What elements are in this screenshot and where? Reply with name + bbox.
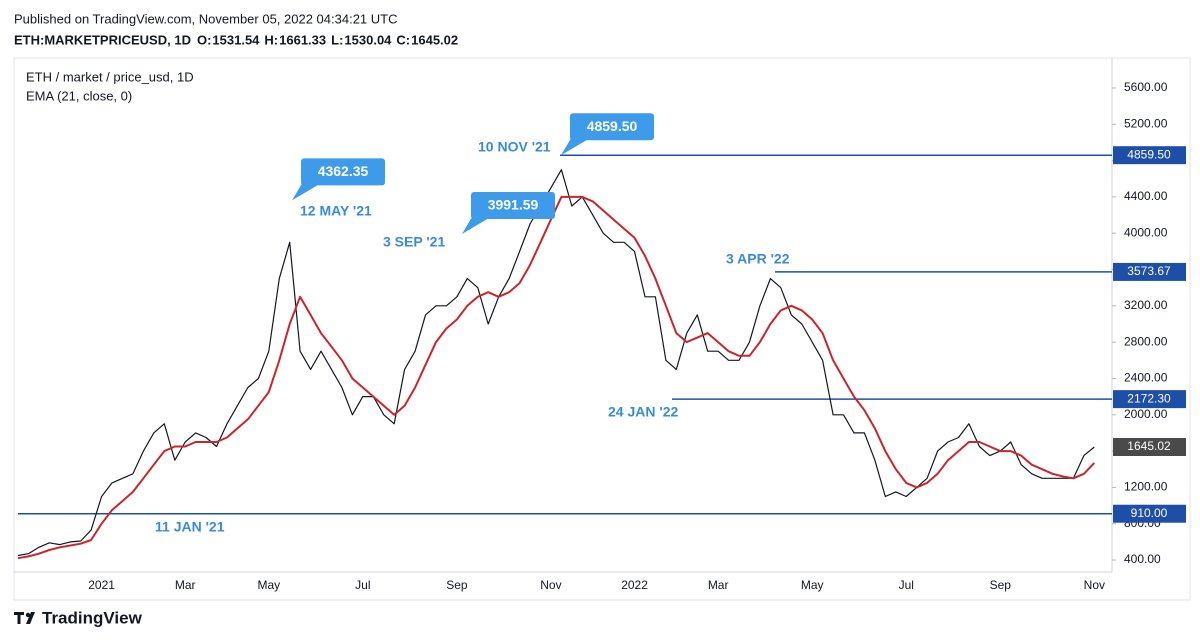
y-tick-label: 4400.00 — [1124, 189, 1168, 203]
ohlc-value: 1645.02 — [411, 32, 458, 47]
published-note: Published on TradingView.com, November 0… — [14, 11, 398, 26]
level-price-label: 4859.50 — [1127, 147, 1171, 161]
y-tick-label: 2000.00 — [1124, 407, 1168, 421]
callout-box — [570, 113, 654, 141]
ema-line — [17, 195, 1096, 560]
callout-box — [471, 191, 555, 219]
ohlc-key: L: — [331, 32, 343, 47]
callout-label: 3991.59 — [488, 197, 539, 213]
symbol: ETH:MARKETPRICEUSD, 1D — [14, 32, 191, 47]
x-tick-label: Nov — [540, 578, 561, 592]
ema-legend: EMA (21, close, 0) — [26, 88, 132, 103]
chart-title: ETH / market / price_usd, 1D — [26, 69, 194, 84]
last-price-box — [1113, 437, 1186, 456]
callout-label: 4859.50 — [587, 118, 638, 134]
y-tick-label: 2800.00 — [1124, 334, 1168, 348]
x-tick-label: Nov — [1084, 578, 1105, 592]
ohlc-value: 1531.54 — [212, 32, 260, 47]
x-tick-label: May — [257, 578, 280, 592]
y-tick-label: 5600.00 — [1124, 80, 1168, 94]
level-price-label: 2172.30 — [1127, 391, 1171, 405]
brand: TradingView — [42, 608, 143, 627]
y-tick-label: 400.00 — [1124, 552, 1161, 566]
level-date: 11 JAN '21 — [155, 519, 225, 535]
ohlc-key: C: — [396, 32, 410, 47]
ohlc-key: O: — [197, 32, 211, 47]
x-tick-label: Mar — [175, 578, 196, 592]
callout-date: 12 MAY '21 — [300, 203, 372, 219]
level-price-label: 910.00 — [1131, 506, 1168, 520]
ohlc-key: H: — [264, 32, 278, 47]
price-line — [17, 169, 1095, 557]
y-tick-label: 4000.00 — [1124, 225, 1168, 239]
x-tick-label: Mar — [708, 578, 729, 592]
level-price-box — [1113, 146, 1186, 165]
level-price-box — [1113, 262, 1186, 281]
y-tick-label: 1200.00 — [1124, 480, 1168, 494]
x-tick-label: 2022 — [621, 578, 648, 592]
y-tick-label: 3200.00 — [1124, 298, 1168, 312]
y-tick-label: 5200.00 — [1124, 116, 1168, 130]
callout-box — [301, 158, 385, 186]
ohlc-value: 1661.33 — [279, 32, 326, 47]
level-price-box — [1113, 390, 1186, 409]
x-tick-label: Sep — [446, 578, 468, 592]
callout-label: 4362.35 — [318, 163, 369, 179]
chart-frame — [13, 57, 1191, 601]
level-price-label: 3573.67 — [1127, 264, 1171, 278]
x-tick-label: Jul — [355, 578, 370, 592]
y-tick-label: 2400.00 — [1124, 371, 1168, 385]
level-date: 3 APR '22 — [726, 251, 790, 267]
level-date: 10 NOV '21 — [478, 139, 551, 155]
logo — [14, 612, 35, 624]
x-tick-label: 2021 — [88, 578, 115, 592]
last-price-label: 1645.02 — [1127, 439, 1171, 453]
x-tick-label: May — [801, 578, 824, 592]
level-price-box — [1113, 504, 1186, 523]
level-date: 24 JAN '22 — [608, 404, 678, 420]
x-tick-label: Sep — [990, 578, 1012, 592]
x-tick-label: Jul — [899, 578, 914, 592]
callout-date: 3 SEP '21 — [383, 234, 445, 250]
ohlc-value: 1530.04 — [344, 32, 392, 47]
